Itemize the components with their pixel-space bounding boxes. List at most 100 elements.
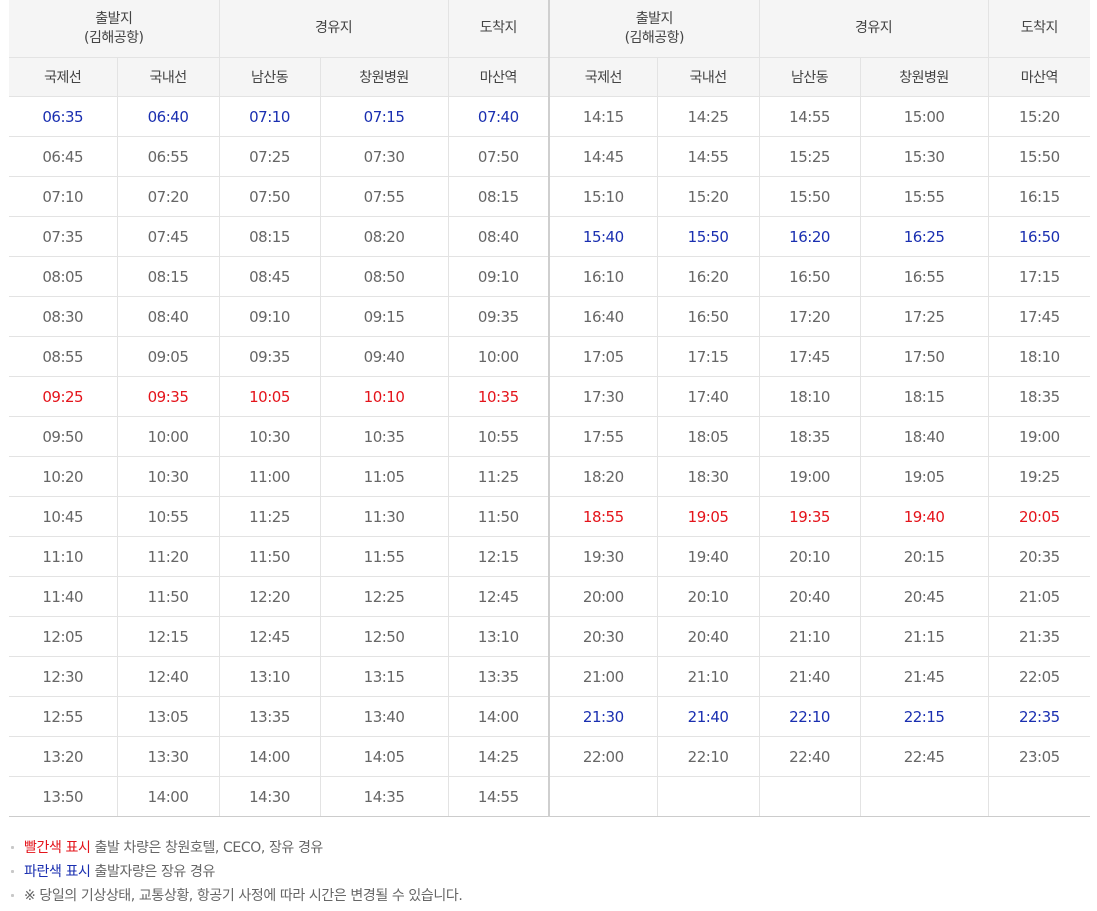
time-cell: 07:20 [116,176,220,217]
time-cell: 20:35 [987,536,1091,577]
time-cell: 16:50 [656,296,760,337]
time-cell: 11:50 [218,536,321,577]
time-cell: 20:45 [859,576,989,617]
column-header: 국내선 [116,57,220,97]
time-cell: 16:10 [548,256,658,297]
table-row: 11:40 11:50 12:20 12:25 12:45 20:00 20:10 20:40… [9,576,1091,617]
time-cell: 19:40 [859,496,989,537]
time-cell: 17:45 [987,296,1091,337]
time-cell: 21:05 [987,576,1091,617]
time-cell: 12:20 [218,576,321,617]
time-cell: 07:15 [319,96,449,137]
time-cell: 13:40 [319,696,449,737]
time-cell: 08:40 [116,296,220,337]
time-cell: 09:50 [9,416,118,457]
time-cell: 18:10 [758,376,861,417]
time-cell: 20:10 [656,576,760,617]
time-cell: 08:30 [9,296,118,337]
time-cell: 06:35 [9,96,118,137]
time-cell: 12:15 [116,616,220,657]
table-row: 13:20 13:30 14:00 14:05 14:25 22:00 22:10 22:40… [9,736,1091,777]
time-cell: 17:40 [656,376,760,417]
time-cell: 18:30 [656,456,760,497]
time-cell: 15:50 [758,176,861,217]
origin-sub-label: (김해공항) [84,29,144,46]
time-cell: 18:10 [987,336,1091,377]
red-legend-label: 빨간색 표시 [24,840,91,856]
time-cell: 15:25 [758,136,861,177]
time-cell: 22:15 [859,696,989,737]
time-cell: 12:05 [9,616,118,657]
time-cell: 18:15 [859,376,989,417]
time-cell: 08:55 [9,336,118,377]
time-cell: 21:40 [758,656,861,697]
origin-header-right: 출발지 (김해공항) [548,0,760,58]
time-cell: 14:35 [319,776,449,817]
time-cell: 19:25 [987,456,1091,497]
origin-header-left: 출발지 (김해공항) [9,0,220,58]
time-cell: 14:15 [548,96,658,137]
red-legend-text: 출발 차량은 창원호텔, CECO, 장유 경유 [90,840,324,856]
column-header: 국내선 [656,57,760,97]
time-cell: 17:30 [548,376,658,417]
time-cell: 22:10 [758,696,861,737]
time-cell: 10:55 [447,416,550,457]
time-cell: 17:05 [548,336,658,377]
time-cell: 19:40 [656,536,760,577]
table-row: 12:55 13:05 13:35 13:40 14:00 21:30 21:40 22:10… [9,696,1091,737]
time-cell: 10:00 [116,416,220,457]
time-cell: 10:05 [218,376,321,417]
time-cell: 22:00 [548,736,658,777]
column-header: 마산역 [987,57,1091,97]
table-row: 09:50 10:00 10:30 10:35 10:55 17:55 18:05 18:35… [9,416,1091,457]
time-cell: 14:55 [447,776,550,817]
time-cell: 11:25 [447,456,550,497]
time-cell: 10:45 [9,496,118,537]
time-cell: 09:35 [218,336,321,377]
time-cell: 20:30 [548,616,658,657]
time-cell: 11:25 [218,496,321,537]
time-cell: 20:05 [987,496,1091,537]
time-cell: 12:25 [319,576,449,617]
time-cell: 06:55 [116,136,220,177]
time-cell: 22:05 [987,656,1091,697]
time-cell: 12:55 [9,696,118,737]
time-cell: 18:55 [548,496,658,537]
time-cell: 17:50 [859,336,989,377]
dest-header-left: 도착지 [447,0,550,58]
time-cell: 07:35 [9,216,118,257]
time-cell: 10:30 [218,416,321,457]
time-cell: 17:20 [758,296,861,337]
time-cell: 18:35 [987,376,1091,417]
time-cell: 14:00 [116,776,220,817]
time-cell: 09:35 [116,376,220,417]
time-cell [758,776,861,817]
time-cell: 06:40 [116,96,220,137]
time-cell: 19:00 [987,416,1091,457]
column-header: 남산동 [218,57,321,97]
time-cell: 08:05 [9,256,118,297]
table-row: 10:20 10:30 11:00 11:05 11:25 18:20 18:30 19:00… [9,456,1091,497]
time-cell: 21:15 [859,616,989,657]
time-cell: 21:40 [656,696,760,737]
time-cell: 14:30 [218,776,321,817]
table-row: 09:25 09:35 10:05 10:10 10:35 17:30 17:40 18:10… [9,376,1091,417]
time-cell: 11:30 [319,496,449,537]
time-cell: 15:40 [548,216,658,257]
time-cell: 13:20 [9,736,118,777]
table-row: 13:50 14:00 14:30 14:35 14:55 [9,776,1091,817]
time-cell: 21:30 [548,696,658,737]
time-cell: 13:30 [116,736,220,777]
blue-legend-label: 파란색 표시 [24,864,91,880]
timetable-body: 06:35 06:40 07:10 07:15 07:40 14:15 14:25 14:55… [9,96,1091,817]
time-cell: 06:45 [9,136,118,177]
time-cell: 10:30 [116,456,220,497]
time-cell: 07:10 [218,96,321,137]
origin-label: 출발지 [635,10,674,27]
time-cell: 13:10 [447,616,550,657]
time-cell: 09:10 [447,256,550,297]
time-cell: 17:25 [859,296,989,337]
bullet-icon [11,870,14,873]
time-cell: 14:25 [447,736,550,777]
